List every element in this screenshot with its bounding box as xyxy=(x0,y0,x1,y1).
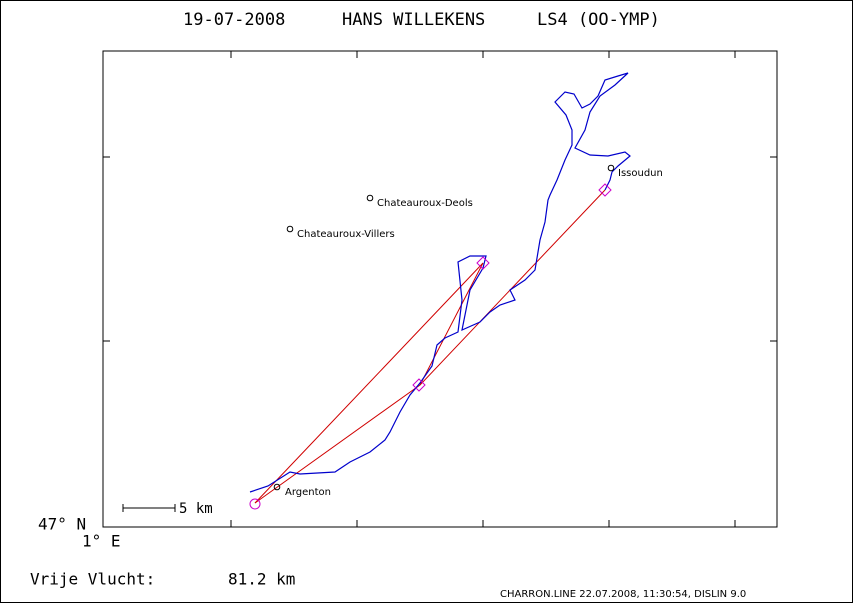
task-leg xyxy=(254,262,484,504)
task-leg xyxy=(254,189,606,504)
frame-ticks xyxy=(103,51,777,527)
flight-track xyxy=(249,72,631,493)
scale-bar xyxy=(122,504,176,512)
place-label: Argenton xyxy=(285,487,331,498)
lon-label: 1° E xyxy=(82,532,121,551)
place-label: Chateauroux-Villers xyxy=(297,229,395,240)
finish-marker xyxy=(598,183,612,197)
start-marker xyxy=(249,498,261,510)
place-dot xyxy=(366,194,374,202)
lat-label: 47° N xyxy=(38,515,86,534)
place-label: Chateauroux-Deols xyxy=(377,198,473,209)
title-date: 19-07-2008 xyxy=(183,10,285,30)
map-frame xyxy=(102,50,778,528)
place-dots xyxy=(273,164,615,491)
place-dot xyxy=(607,164,615,172)
place-dot xyxy=(286,225,294,233)
title-pilot: HANS WILLEKENS xyxy=(342,10,485,30)
footer: CHARRON.LINE 22.07.2008, 11:30:54, DISLI… xyxy=(500,589,746,600)
task-lines xyxy=(254,189,606,504)
place-label: Issoudun xyxy=(618,168,663,179)
turnpoint-markers xyxy=(249,183,612,510)
scale-label: 5 km xyxy=(179,501,213,517)
turnpoint-marker xyxy=(476,256,490,270)
distance-value: 81.2 km xyxy=(228,570,295,589)
title-glider: LS4 (OO-YMP) xyxy=(537,10,660,30)
frame xyxy=(102,50,778,528)
distance-label: Vrije Vlucht: xyxy=(30,570,155,589)
place-dot xyxy=(273,483,281,491)
turnpoint-marker xyxy=(412,378,426,392)
